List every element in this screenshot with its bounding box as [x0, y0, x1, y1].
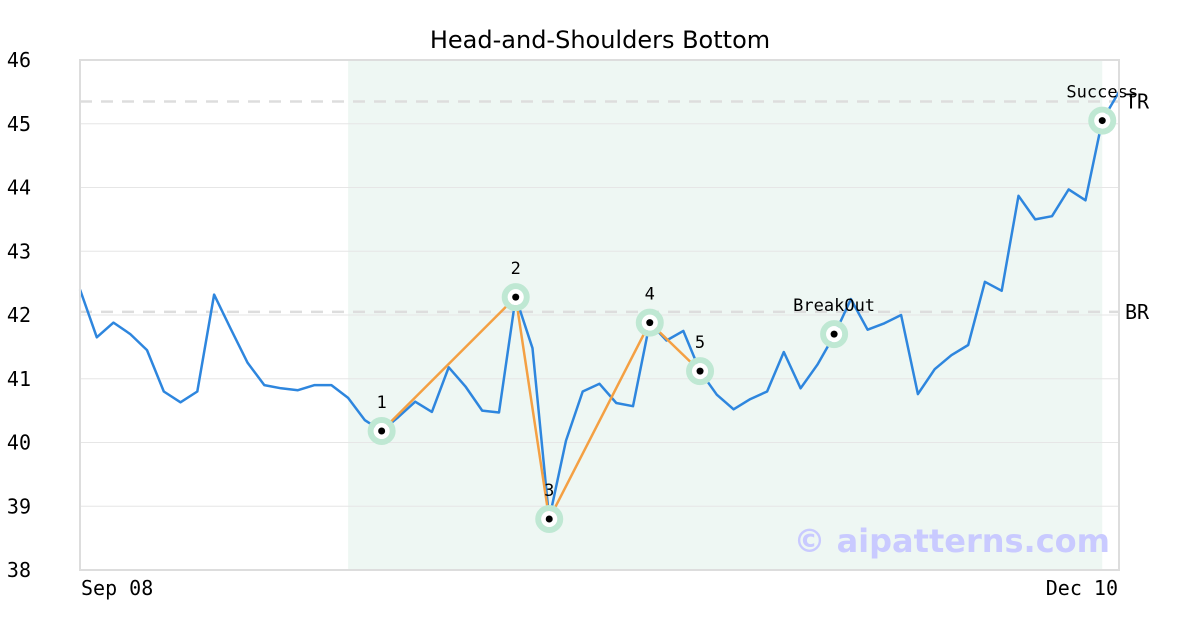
- marker-dot: [1098, 117, 1106, 125]
- marker-dot: [545, 515, 553, 523]
- annotation-label: 5: [695, 333, 705, 353]
- y-tick-label: 44: [7, 176, 31, 200]
- annotation-label: 1: [377, 393, 387, 413]
- plot-frame: [79, 59, 1120, 571]
- marker-halo: [535, 505, 564, 533]
- marker-dot: [696, 367, 704, 375]
- reference-line-label: BR: [1125, 300, 1150, 324]
- annotation-label: 2: [511, 259, 521, 279]
- annotation-label: Success: [1066, 83, 1138, 103]
- marker-halo: [686, 357, 715, 386]
- y-tick-label: 45: [7, 112, 31, 136]
- y-tick-label: 46: [7, 48, 31, 72]
- annotation-label: 3: [544, 481, 554, 501]
- price-series-line: [78, 91, 1121, 521]
- marker-halo: [635, 308, 664, 337]
- watermark: © aipatterns.com: [793, 522, 1110, 560]
- marker-dot: [378, 427, 386, 435]
- annotation-label: BreakOut: [793, 296, 875, 316]
- y-tick-label: 38: [7, 558, 31, 582]
- annotation-label: 4: [645, 285, 655, 305]
- y-tick-label: 42: [7, 303, 31, 327]
- x-tick-label: Sep 08: [81, 576, 153, 600]
- marker-dot: [512, 293, 520, 301]
- x-tick-label: Dec 10: [1046, 576, 1118, 600]
- marker-halo: [501, 283, 530, 312]
- y-tick-label: 43: [7, 239, 31, 263]
- chart-title: Head-and-Shoulders Bottom: [430, 26, 770, 54]
- marker-dot: [830, 330, 838, 338]
- marker-dot: [646, 319, 654, 327]
- marker-halo: [820, 320, 849, 349]
- y-tick-label: 40: [7, 431, 31, 455]
- y-tick-label: 39: [7, 494, 31, 518]
- marker-halo: [367, 417, 396, 446]
- marker-halo: [1088, 106, 1117, 135]
- reference-line-label: TR: [1125, 89, 1150, 113]
- y-tick-label: 41: [7, 367, 31, 391]
